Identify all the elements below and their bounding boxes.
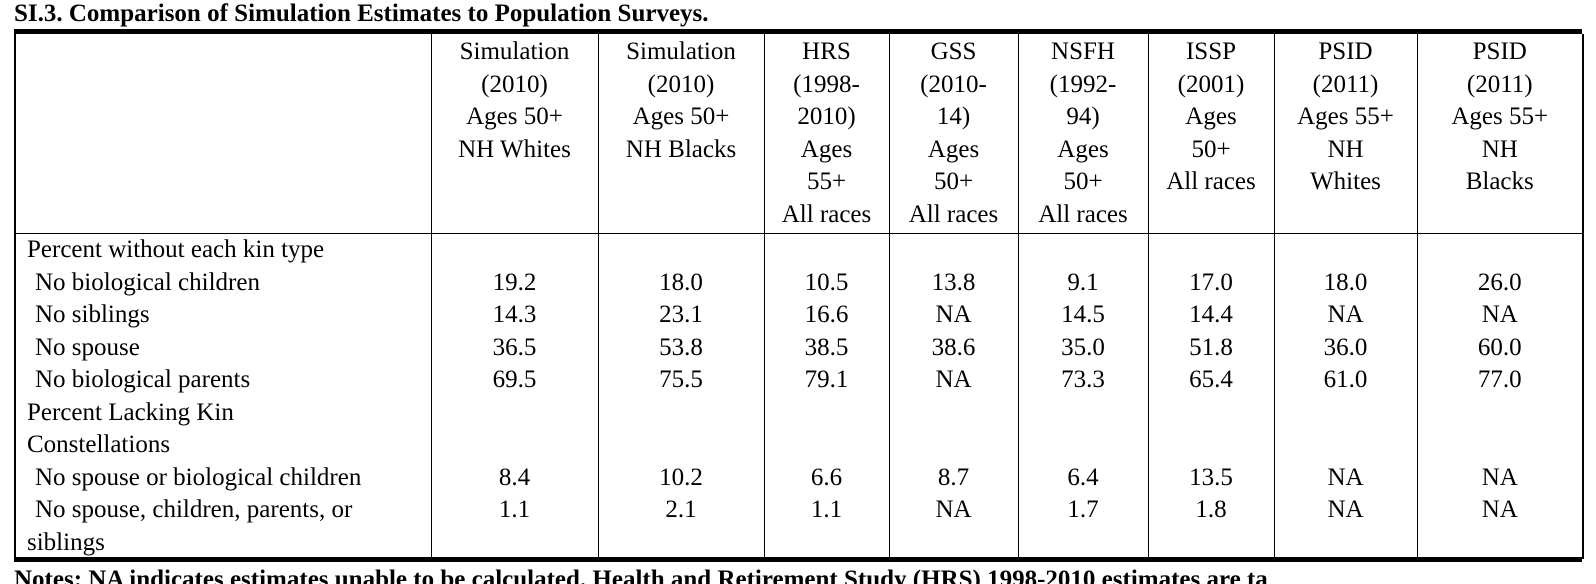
table-cell: 51.8 (1147, 331, 1274, 364)
table-cell: 14.3 (430, 299, 598, 332)
table-cell: 18.0 (1273, 266, 1417, 299)
table-cell: 38.6 (888, 331, 1018, 364)
column-header: HRS (1998- 2010) Ages 55+ All races (763, 34, 889, 234)
table-cell: 14.5 (1017, 299, 1148, 332)
table-cell: 9.1 (1017, 266, 1148, 299)
table-cell: 1.7 (1017, 494, 1148, 559)
table-cell: NA (1416, 461, 1584, 494)
table-bottom-rule (14, 557, 1582, 562)
table-cell: 61.0 (1273, 364, 1417, 397)
page-title: SI.3. Comparison of Simulation Estimates… (14, 0, 709, 27)
table-row: No biological children 19.2 18.0 10.5 13… (14, 266, 1584, 299)
table-cell: 65.4 (1147, 364, 1274, 397)
table-cell: 23.1 (597, 299, 764, 332)
row-label: No biological parents (14, 364, 431, 397)
table-cell: 8.4 (430, 461, 598, 494)
table-cell: 35.0 (1017, 331, 1148, 364)
header-corner-cell (14, 34, 431, 234)
table-cell: 1.8 (1147, 494, 1274, 559)
notes-text: Notes: NA indicates estimates unable to … (14, 566, 1268, 584)
row-label: No spouse, children, parents, or siblings (14, 494, 431, 559)
column-header: Simulation (2010) Ages 50+ NH Blacks (597, 34, 764, 234)
table-cell: 36.0 (1273, 331, 1417, 364)
section-heading: Percent Lacking Kin Constellations (14, 396, 431, 462)
table-cell: 2.1 (597, 494, 764, 559)
table-row: No biological parents 69.5 75.5 79.1 NA … (14, 364, 1584, 397)
table-cell: 36.5 (430, 331, 598, 364)
table-cell: 26.0 (1416, 266, 1584, 299)
table-cell: NA (1273, 461, 1417, 494)
section-heading-row: Percent Lacking Kin Constellations (14, 396, 1584, 462)
table-cell: 14.4 (1147, 299, 1274, 332)
table-cell: 6.4 (1017, 461, 1148, 494)
column-header: NSFH (1992- 94) Ages 50+ All races (1017, 34, 1148, 234)
table-cell: 19.2 (430, 266, 598, 299)
table-cell: NA (1273, 299, 1417, 332)
table-cell: 69.5 (430, 364, 598, 397)
row-label: No siblings (14, 299, 431, 332)
row-label: No spouse or biological children (14, 461, 431, 494)
table-cell: 75.5 (597, 364, 764, 397)
table-cell: 13.5 (1147, 461, 1274, 494)
table-cell: NA (888, 364, 1018, 397)
table-notes: Notes: NA indicates estimates unable to … (14, 562, 1268, 584)
section-heading-row: Percent without each kin type (14, 233, 1584, 267)
section-heading: Percent without each kin type (14, 233, 431, 267)
table-cell: 6.6 (763, 461, 889, 494)
table-cell: 60.0 (1416, 331, 1584, 364)
header-row: Simulation (2010) Ages 50+ NH Whites Simula… (14, 34, 1584, 234)
table-cell: 13.8 (888, 266, 1018, 299)
column-header: GSS (2010- 14) Ages 50+ All races (888, 34, 1018, 234)
table-cell: 53.8 (597, 331, 764, 364)
column-header: Simulation (2010) Ages 50+ NH Whites (430, 34, 598, 234)
table-cell: 18.0 (597, 266, 764, 299)
table-cell: 38.5 (763, 331, 889, 364)
table-cell: 1.1 (763, 494, 889, 559)
table-row: No spouse or biological children 8.4 10.… (14, 461, 1584, 494)
table-cell: 16.6 (763, 299, 889, 332)
table-cell: 79.1 (763, 364, 889, 397)
table-cell: NA (1416, 299, 1584, 332)
table-cell: NA (888, 299, 1018, 332)
row-label: No spouse (14, 331, 431, 364)
table-cell: NA (1416, 494, 1584, 559)
table-cell: 10.5 (763, 266, 889, 299)
column-header: ISSP (2001) Ages 50+ All races (1147, 34, 1274, 234)
table-row: No spouse, children, parents, or siblings… (14, 494, 1584, 559)
table-cell: NA (888, 494, 1018, 559)
table-cell: 10.2 (597, 461, 764, 494)
table-row: No spouse 36.5 53.8 38.5 38.6 35.0 51.8 … (14, 331, 1584, 364)
table-cell: 73.3 (1017, 364, 1148, 397)
table-top-rule (14, 29, 1582, 34)
table-cell: 8.7 (888, 461, 1018, 494)
column-header: PSID (2011) Ages 55+ NH Blacks (1416, 34, 1584, 234)
table-cell: NA (1273, 494, 1417, 559)
table-row: No siblings 14.3 23.1 16.6 NA 14.5 14.4 … (14, 299, 1584, 332)
table-cell: 1.1 (430, 494, 598, 559)
column-header: PSID (2011) Ages 55+ NH Whites (1273, 34, 1417, 234)
table-cell: 17.0 (1147, 266, 1274, 299)
comparison-table: Simulation (2010) Ages 50+ NH Whites Simula… (14, 34, 1584, 559)
table-cell: 77.0 (1416, 364, 1584, 397)
row-label: No biological children (14, 266, 431, 299)
